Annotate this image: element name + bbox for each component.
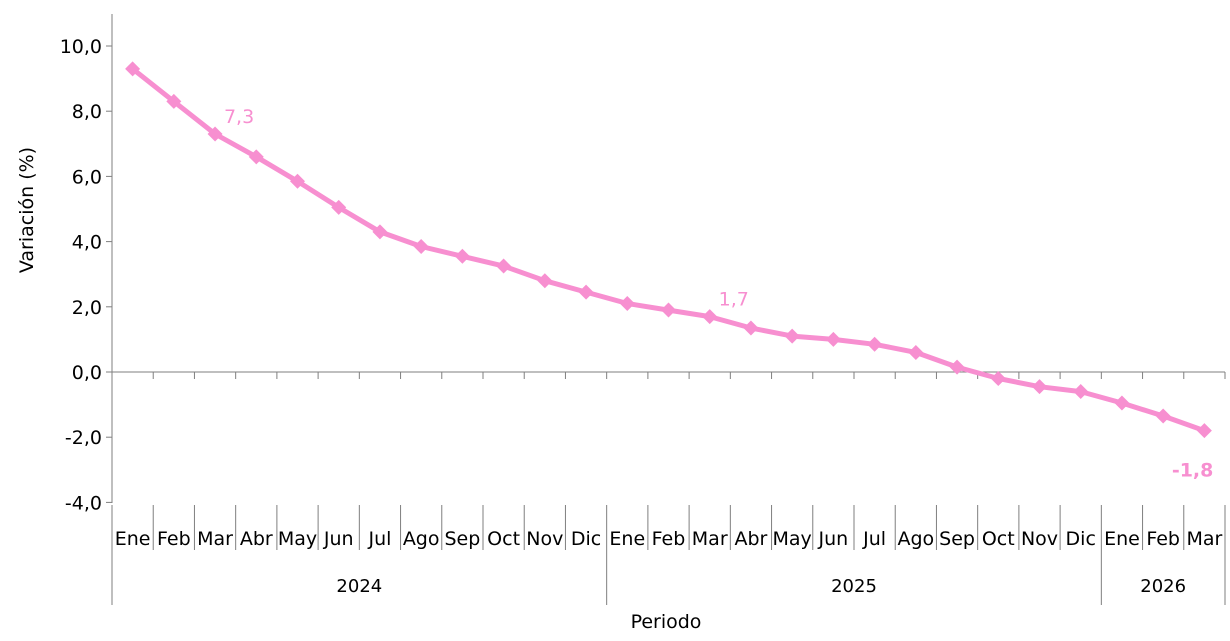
data-point-marker [578, 284, 594, 300]
data-label: 1,7 [719, 289, 749, 311]
y-tick-label: -2,0 [65, 427, 102, 449]
data-point-marker [1114, 395, 1130, 411]
data-point-marker [248, 149, 264, 165]
y-tick-label: 0,0 [72, 362, 102, 384]
y-tick-label: 10,0 [60, 36, 102, 58]
data-point-marker [1032, 379, 1047, 395]
data-point-marker [537, 273, 553, 289]
data-point-marker [990, 371, 1006, 387]
data-point-marker [1155, 408, 1171, 424]
data-point-marker [290, 173, 305, 189]
data-point-marker [166, 93, 182, 109]
data-label: -1,8 [1172, 460, 1214, 482]
month-label: Oct [487, 528, 520, 550]
month-label: Abr [735, 528, 768, 550]
x-axis-title: Periodo [631, 611, 702, 633]
y-axis: 10,0 8,0 6,0 4,0 2,0 0,0 -2,0 -4,0 [60, 14, 113, 514]
data-point-marker [207, 126, 223, 142]
data-point-marker [867, 336, 883, 352]
month-label: Jun [818, 528, 849, 550]
month-label: Dic [571, 528, 601, 550]
data-point-marker [702, 309, 718, 325]
month-label: Nov [526, 528, 563, 550]
month-label: May [773, 528, 812, 550]
year-label: 2024 [336, 576, 382, 597]
y-tick-label: 2,0 [72, 297, 102, 319]
data-point-marker [331, 199, 347, 215]
month-label: Feb [1146, 528, 1180, 550]
data-point-marker [908, 344, 924, 360]
y-tick-label: -4,0 [65, 492, 102, 514]
month-label: Feb [157, 528, 191, 550]
month-label: Jul [367, 528, 391, 550]
data-point-marker [496, 258, 512, 274]
month-label: Dic [1066, 528, 1096, 550]
data-point-marker [372, 224, 388, 240]
data-point-marker [454, 248, 470, 264]
data-point-marker [619, 296, 635, 312]
data-point-marker [661, 302, 676, 318]
y-tick-label: 4,0 [72, 232, 102, 254]
x-axis: Ene Feb Mar Abr May Jun Jul Ago Sep Oct Nov Dic Ene F… [111, 371, 1226, 605]
month-label: Oct [982, 528, 1015, 550]
month-label: Ene [1104, 528, 1140, 550]
month-label: Ene [609, 528, 645, 550]
month-label: Nov [1021, 528, 1058, 550]
month-label: Ago [403, 528, 440, 550]
year-label: 2026 [1140, 576, 1186, 597]
series-line [130, 66, 1207, 434]
month-label: Jul [862, 528, 886, 550]
month-label: Ene [115, 528, 151, 550]
year-label: 2025 [831, 576, 877, 597]
month-label: Abr [240, 528, 273, 550]
data-point-marker [1073, 384, 1089, 400]
month-label: Jun [323, 528, 354, 550]
month-label: Sep [444, 528, 480, 550]
series-layer [125, 61, 1212, 439]
data-point-marker [825, 331, 841, 347]
month-label: Feb [652, 528, 686, 550]
data-point-marker [949, 359, 965, 375]
month-label: Sep [939, 528, 975, 550]
month-label: Mar [1186, 528, 1222, 550]
month-label: Mar [692, 528, 728, 550]
y-axis-title: Variación (%) [16, 147, 38, 273]
month-label: May [278, 528, 317, 550]
y-tick-label: 8,0 [72, 101, 102, 123]
data-label: 7,3 [224, 106, 254, 128]
data-point-marker [413, 238, 429, 254]
data-point-marker [125, 61, 141, 77]
y-tick-label: 6,0 [72, 166, 102, 188]
annotation-layer: 7,3 1,7 -1,8 [224, 106, 1213, 482]
data-point-marker [743, 320, 759, 336]
data-point-marker [1196, 423, 1212, 439]
month-label: Ago [897, 528, 934, 550]
data-point-marker [784, 328, 800, 344]
month-label: Mar [197, 528, 233, 550]
